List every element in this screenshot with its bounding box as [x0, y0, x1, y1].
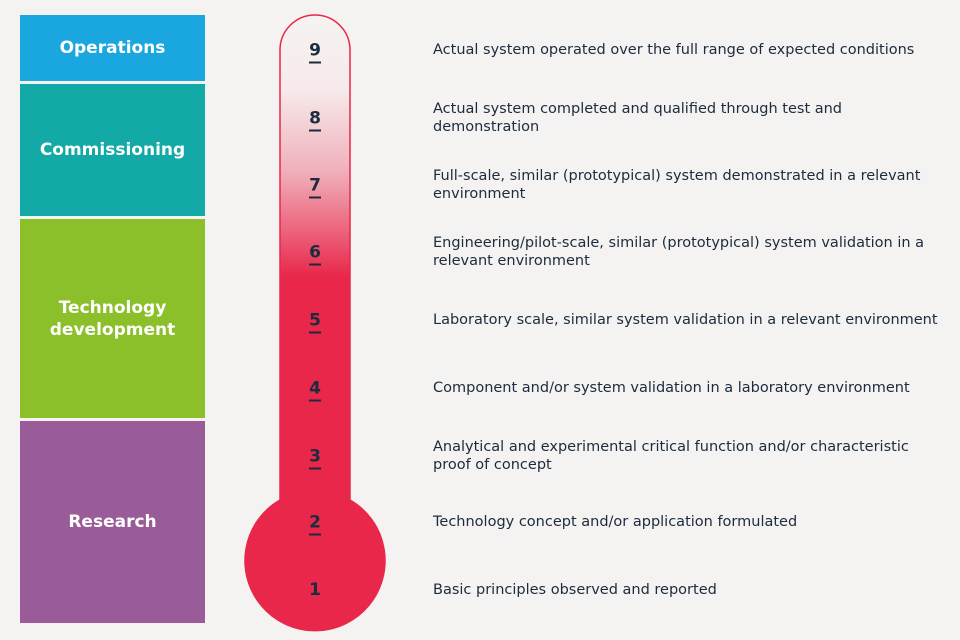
level-number: 6: [309, 243, 321, 266]
level-description: Basic principles observed and reported: [433, 582, 717, 598]
level-description: Full-scale, similar (prototypical) syste…: [433, 168, 921, 202]
level-description: Actual system completed and qualified th…: [433, 101, 843, 135]
level-number: 2: [309, 513, 321, 536]
level-number: 4: [309, 379, 321, 402]
thermometer-shape: [244, 14, 386, 632]
phase-box: Technology development: [20, 219, 205, 418]
level-description: Analytical and experimental critical fun…: [433, 439, 909, 473]
level-number: 8: [309, 109, 321, 132]
level-number: 3: [309, 447, 321, 470]
level-number: 9: [309, 41, 321, 64]
level-description: Laboratory scale, similar system validat…: [433, 312, 938, 328]
level-description: Actual system operated over the full ran…: [433, 42, 915, 58]
phase-box: Operations: [20, 15, 205, 81]
level-number: 7: [309, 176, 321, 199]
phase-box: Research: [20, 421, 205, 623]
level-description: Technology concept and/or application fo…: [433, 514, 798, 530]
level-description: Component and/or system validation in a …: [433, 380, 910, 396]
level-description: Engineering/pilot-scale, similar (protot…: [433, 235, 925, 269]
phase-box: Commissioning: [20, 84, 205, 216]
level-number: 5: [309, 311, 321, 334]
level-number: 1: [309, 580, 321, 600]
